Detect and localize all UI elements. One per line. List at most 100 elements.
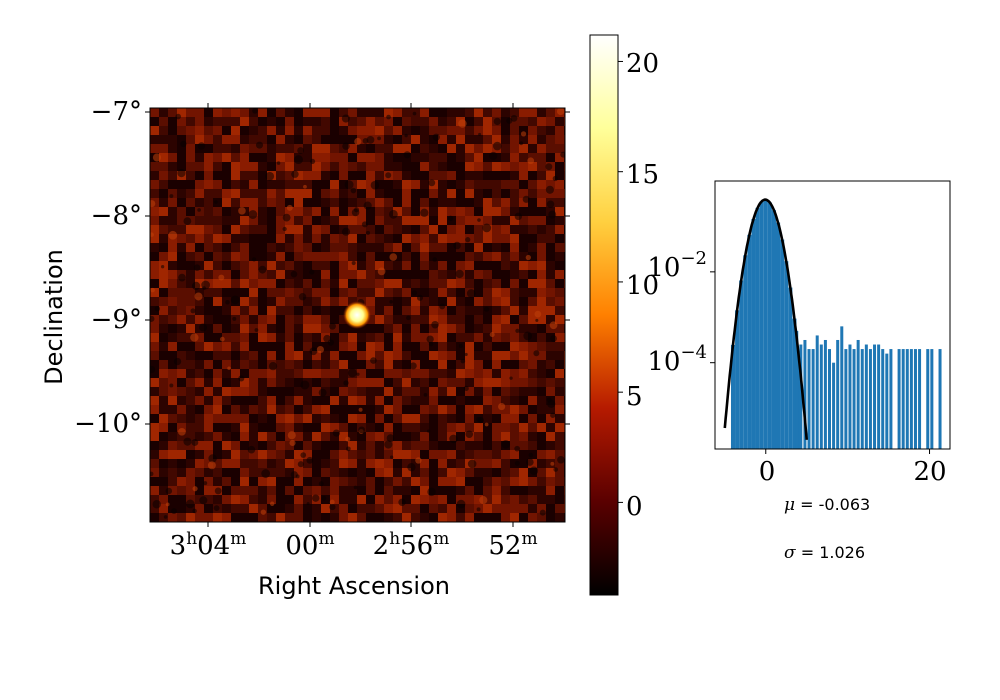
noise-cell xyxy=(285,144,294,153)
noise-cell xyxy=(249,297,258,306)
noise-cell xyxy=(294,270,303,279)
noise-cell xyxy=(420,135,429,144)
noise-cell xyxy=(483,234,492,243)
noise-cell xyxy=(519,450,528,459)
noise-cell xyxy=(519,207,528,216)
noise-cell xyxy=(537,324,546,333)
noise-cell xyxy=(393,405,402,414)
noise-cell xyxy=(411,333,420,342)
noise-cell xyxy=(330,477,339,486)
noise-cell xyxy=(231,243,240,252)
noise-cell xyxy=(393,180,402,189)
noise-cell xyxy=(384,108,393,117)
noise-cell xyxy=(366,117,375,126)
histogram-bar xyxy=(743,255,748,449)
noise-cell xyxy=(546,180,555,189)
noise-cell xyxy=(510,243,519,252)
noise-cell xyxy=(240,378,249,387)
noise-cell xyxy=(204,351,213,360)
noise-cell xyxy=(267,387,276,396)
noise-cell xyxy=(240,360,249,369)
noise-cell xyxy=(204,297,213,306)
noise-cell xyxy=(177,261,186,270)
colorbar-gradient xyxy=(589,34,619,596)
noise-cell xyxy=(222,189,231,198)
noise-cell xyxy=(519,432,528,441)
noise-cell xyxy=(447,243,456,252)
noise-cell xyxy=(213,126,222,135)
noise-cell xyxy=(492,252,501,261)
histogram-bar xyxy=(840,326,844,449)
noise-cell xyxy=(312,432,321,441)
noise-cell xyxy=(285,297,294,306)
noise-cell xyxy=(285,207,294,216)
noise-cell xyxy=(375,297,384,306)
noise-blob xyxy=(329,322,336,330)
noise-cell xyxy=(303,450,312,459)
noise-cell xyxy=(384,405,393,414)
noise-cell xyxy=(258,297,267,306)
noise-cell xyxy=(537,342,546,351)
noise-cell xyxy=(276,270,285,279)
noise-cell xyxy=(231,504,240,513)
noise-cell xyxy=(267,513,276,522)
noise-cell xyxy=(321,378,330,387)
noise-cell xyxy=(294,432,303,441)
noise-cell xyxy=(267,288,276,297)
noise-cell xyxy=(519,180,528,189)
noise-cell xyxy=(528,297,537,306)
noise-blob xyxy=(546,200,555,209)
noise-cell xyxy=(348,288,357,297)
noise-cell xyxy=(465,198,474,207)
noise-cell xyxy=(384,477,393,486)
noise-cell xyxy=(177,117,186,126)
noise-cell xyxy=(384,225,393,234)
noise-blob xyxy=(527,157,535,165)
noise-cell xyxy=(303,243,312,252)
noise-cell xyxy=(159,162,168,171)
noise-cell xyxy=(420,432,429,441)
noise-cell xyxy=(546,369,555,378)
noise-blob xyxy=(420,208,429,217)
noise-cell xyxy=(456,243,465,252)
noise-blob xyxy=(282,226,287,232)
noise-cell xyxy=(546,486,555,495)
noise-cell xyxy=(393,333,402,342)
noise-cell xyxy=(411,189,420,198)
noise-cell xyxy=(546,261,555,270)
noise-cell xyxy=(420,216,429,225)
noise-blob xyxy=(260,509,267,515)
noise-blob xyxy=(549,321,558,330)
noise-cell xyxy=(537,288,546,297)
noise-cell xyxy=(483,378,492,387)
noise-cell xyxy=(249,288,258,297)
noise-cell xyxy=(177,288,186,297)
noise-cell xyxy=(465,207,474,216)
noise-cell xyxy=(294,189,303,198)
noise-cell xyxy=(168,468,177,477)
noise-cell xyxy=(546,288,555,297)
noise-cell xyxy=(312,261,321,270)
noise-cell xyxy=(159,270,168,279)
noise-cell xyxy=(402,108,411,117)
noise-cell xyxy=(546,468,555,477)
noise-cell xyxy=(186,135,195,144)
noise-cell xyxy=(501,117,510,126)
noise-cell xyxy=(456,207,465,216)
noise-cell xyxy=(402,117,411,126)
noise-cell xyxy=(222,153,231,162)
noise-cell xyxy=(195,468,204,477)
noise-cell xyxy=(303,306,312,315)
noise-cell xyxy=(312,414,321,423)
noise-cell xyxy=(330,297,339,306)
noise-cell xyxy=(366,207,375,216)
noise-cell xyxy=(546,306,555,315)
noise-cell xyxy=(303,360,312,369)
noise-cell xyxy=(384,243,393,252)
noise-blob xyxy=(300,452,307,458)
histogram-tick-marks xyxy=(710,271,931,454)
noise-cell xyxy=(159,477,168,486)
noise-cell xyxy=(555,279,564,288)
noise-cell xyxy=(186,189,195,198)
noise-cell xyxy=(204,117,213,126)
